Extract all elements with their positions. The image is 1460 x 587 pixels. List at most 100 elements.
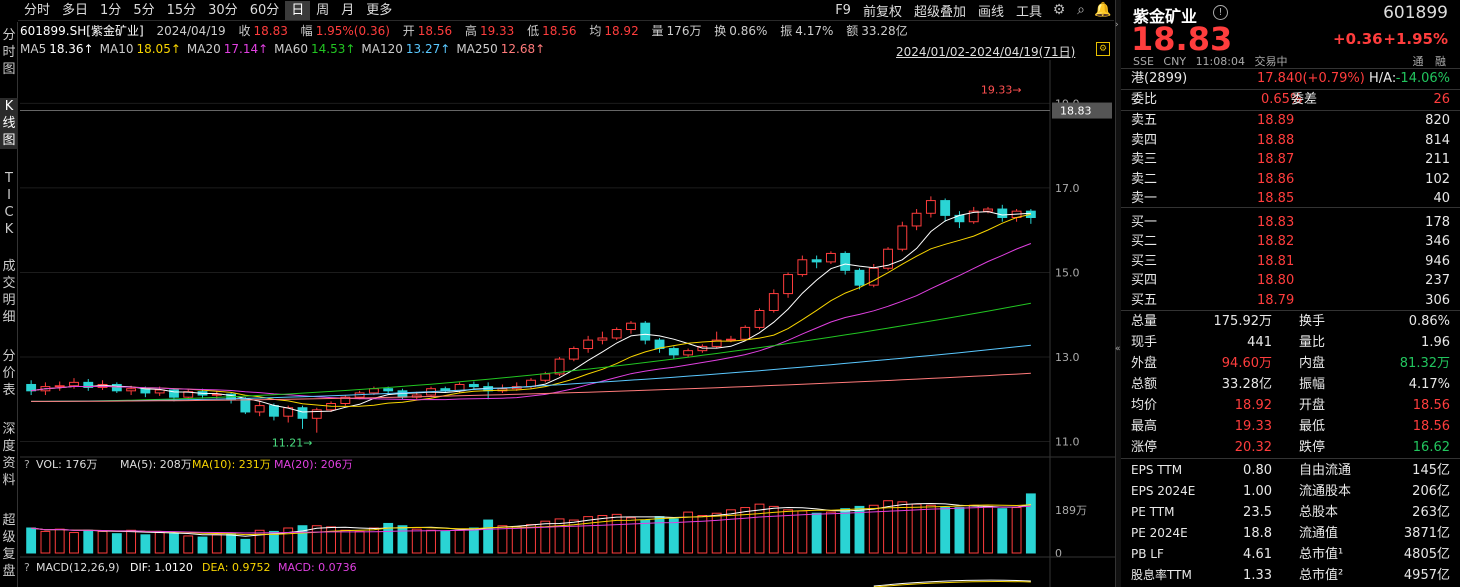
toolbar-action[interactable]: 超级叠加 [913,4,966,20]
leftnav-item[interactable]: 超级复盘 [0,512,18,580]
toolbar-action[interactable]: 前复权 [862,4,902,20]
help-icon: ? [24,458,30,471]
leftnav-char: 深 [2,422,16,437]
valuation-value: 4805亿 [1403,547,1450,562]
date-range[interactable]: 2024/01/02-2024/04/19(71日) [896,45,1076,59]
panel-divider[interactable] [1115,0,1121,587]
candle-body [69,381,79,387]
high-label: 高 [464,24,477,38]
stat-label: 最低 [1299,419,1326,434]
stat-value: 1.96 [1421,335,1450,350]
period-tab[interactable]: 日 [285,0,311,20]
leftnav-char: 资 [2,456,16,471]
leftnav-char: 细 [2,310,16,325]
ma-value: 18.36↑ [49,42,94,56]
candle-body [997,208,1008,219]
leftnav-char: 时 [2,45,16,60]
volume-bar [626,517,636,554]
chg-value: 1.95%(0.36) [315,24,390,38]
leftnav-item[interactable]: 分时图 [0,27,18,78]
period-tab[interactable]: 周 [316,2,330,18]
candle-body [754,310,765,328]
buy-volume: 237 [1425,273,1450,288]
volume-bar [40,530,51,554]
collapse-right-icon[interactable]: › [1115,20,1119,30]
buy-price: 18.83 [1257,214,1295,230]
candle-body [911,212,922,227]
amp-label: 振 [780,24,793,38]
volume-bar [611,513,622,554]
stat-row: 总额 33.28亿 振幅 4.17% [1131,374,1450,395]
toolbar-action[interactable]: 画线 [977,4,1004,20]
candle-body [797,259,808,276]
stat-label: 振幅 [1299,377,1326,392]
leftnav-char: 线 [2,116,16,131]
search-icon[interactable]: ⌕ [1077,2,1085,18]
volume-bar [311,525,322,554]
volume-bar [640,519,651,554]
bell-icon[interactable]: 🔔 [1094,2,1112,18]
volume-bar [154,532,165,554]
candle-body [83,381,94,388]
volume-bar [69,532,79,554]
sell-price: 18.88 [1257,132,1295,148]
period-tab[interactable]: 月 [341,2,355,18]
candle-body [740,326,751,340]
leftnav-char: K [4,222,14,237]
valuation-label: EPS TTM [1131,463,1183,477]
volume-bar [1011,507,1022,554]
period-tab[interactable]: 分时 [24,2,51,18]
price-tag [1052,102,1112,119]
leftnav-item[interactable]: 成交明细 [0,258,18,326]
stat-row: 涨停 20.32 跌停 16.62 [1131,437,1450,458]
period-tab[interactable]: 更多 [366,2,393,18]
amt-value: 33.28亿 [861,24,908,38]
period-tab[interactable]: 30分 [208,2,238,18]
volume-bar [426,529,436,554]
volume-bar [397,525,408,554]
buy-row: 买四 18.80 237 [1131,270,1450,291]
candle-body [269,405,279,417]
valuation-value: 1.00 [1243,484,1272,499]
stat-value: 20.32 [1234,440,1272,455]
current-price: 18.83 [1131,20,1233,58]
period-tab[interactable]: 1分 [100,2,122,18]
candle-body [111,383,122,392]
sell-row: 卖五 18.89 820 [1131,110,1450,131]
kline-chart[interactable]: 19.017.015.013.011.018.8319.33→11.21→189… [20,60,1115,587]
ma-value: 13.27↑ [405,42,451,56]
candle-body [254,405,265,413]
buy-price: 18.81 [1257,253,1295,269]
volume-bar [768,505,779,554]
leftnav-char: 超 [2,513,16,528]
valuation-value: 18.8 [1243,526,1272,541]
leftnav-item[interactable]: 深度资料 [0,421,18,489]
collapse-left-icon[interactable]: « [1115,344,1121,354]
volume-bar [340,529,351,554]
volume-tick-label: 189万 [1055,504,1087,517]
sell-price: 18.85 [1257,191,1295,206]
period-tab[interactable]: 15分 [166,2,197,18]
volume-bar [968,504,979,554]
info-icon[interactable]: ! [1213,5,1228,20]
toolbar-action[interactable]: 工具 [1015,4,1042,20]
period-tab[interactable]: 5分 [133,2,155,18]
volume-bar [925,504,936,554]
volume-ma5-label: MA(5): 208万 [120,458,192,471]
leftnav-item[interactable]: 分价表 [0,348,18,399]
toolbar-action[interactable]: F9 [835,2,851,18]
volume-bar [111,533,122,554]
stat-label: 外盘 [1131,356,1158,371]
volume-bar [1025,493,1036,554]
period-tab[interactable]: 多日 [62,2,89,18]
settings-icon[interactable]: ⚙ [1096,42,1110,56]
turn-label: 换 [714,24,727,38]
volume-ma10-label: MA(10): 231万 [192,458,271,471]
period-tab[interactable]: 60分 [249,2,280,18]
gear-icon[interactable]: ⚙ [1052,2,1066,18]
leftnav-char: 表 [2,383,16,398]
valuation-row: EPS TTM 0.80 自由流通 145亿 [1131,460,1450,481]
ma-line [31,213,1032,407]
